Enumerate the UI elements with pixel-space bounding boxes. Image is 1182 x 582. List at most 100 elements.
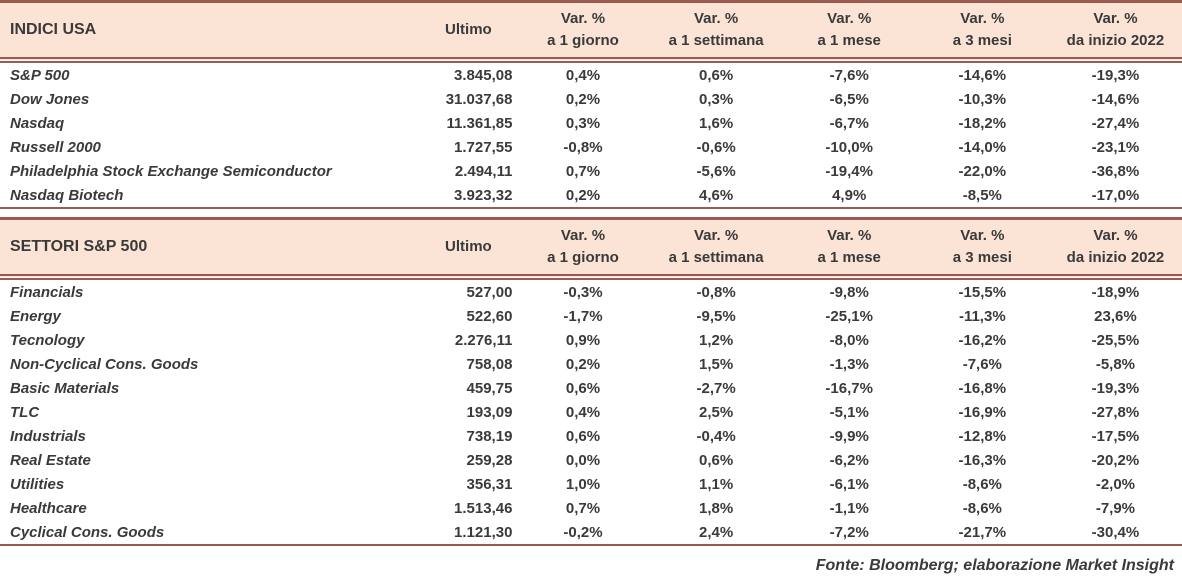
ultimo-value-cell: 356,31 [466,475,513,493]
var-label: Var. % [1093,10,1138,27]
var-percent-cell: -18,2% [958,114,1007,132]
table-row: Basic Materials 459,75 0,6% -2,7% -16,7% -16,… [0,376,1182,400]
var-percent-cell: 0,4% [565,66,601,84]
ultimo-value-cell: 2.276,11 [454,331,513,349]
var-percent-cell: -11,3% [958,307,1006,325]
var-percent-cell: 2,5% [698,403,734,421]
var-label: Var. % [827,10,872,27]
ultimo-value-cell: 3.923,32 [420,183,517,209]
table-row: Nasdaq 11.361,85 0,3% 1,6% -6,7% -18,2% -27,4% [0,111,1182,135]
var-percent-cell: -22,0% [958,162,1007,180]
period-label: a 1 giorno [547,249,619,266]
var-percent-cell: 0,3% [698,90,734,108]
ultimo-value-cell: 459,75 [466,379,513,397]
var-percent-cell: -8,6% [962,499,1002,517]
var-percent-cell: -0,2% [516,520,650,546]
var-percent-cell: -1,3% [829,355,869,373]
var-percent-cell: -14,6% [1091,90,1140,108]
var-percent-cell: 2,4% [649,520,783,546]
var-percent-cell: -14,0% [958,138,1007,156]
period-label: a 1 mese [817,249,881,266]
var-percent-cell: -7,2% [782,520,916,546]
var-percent-cell: 0,2% [565,90,601,108]
column-header-var-1-mese: Var. % a 1 mese [782,217,916,280]
var-percent-cell: -36,8% [1091,162,1140,180]
var-percent-cell: 0,3% [565,114,601,132]
var-percent-cell: -8,5% [915,183,1049,209]
var-percent-cell: -27,4% [1091,114,1140,132]
column-header-var-1-giorno: Var. % a 1 giorno [516,217,650,280]
var-percent-cell: -7,9% [1095,499,1136,517]
var-percent-cell: 1,0% [565,475,601,493]
var-percent-cell: 0,6% [698,66,734,84]
var-percent-cell: -25,5% [1091,331,1140,349]
var-percent-cell: 0,9% [565,331,601,349]
var-percent-cell: 0,6% [698,451,734,469]
column-header-var-1-settimana: Var. % a 1 settimana [649,217,783,280]
ultimo-value-cell: 193,09 [466,403,513,421]
period-label: a 1 settimana [668,32,764,49]
table-row: Cyclical Cons. Goods 1.121,30 -0,2% 2,4% -7,… [0,520,1182,546]
var-label: Var. % [560,10,606,27]
table-row: Nasdaq Biotech 3.923,32 0,2% 4,6% 4,9% -8,5% -… [0,183,1182,209]
row-name-cell: Utilities [10,475,65,493]
var-percent-cell: -5,6% [696,162,736,180]
row-name-cell: Basic Materials [10,379,120,397]
table-title-settori-sp500: SETTORI S&P 500 [0,217,421,280]
row-name-cell: Non-Cyclical Cons. Goods [10,355,199,373]
ultimo-value-cell: 2.494,11 [454,162,513,180]
table-title-indici-usa: INDICI USA [0,0,421,63]
indici-usa-header-row: INDICI USA Ultimo Var. % a 1 giorno Var.… [0,0,1182,63]
var-percent-cell: -19,3% [1091,66,1140,84]
var-percent-cell: -6,7% [829,114,869,132]
var-percent-cell: 1,2% [698,331,734,349]
row-name-cell: Industrials [10,427,86,445]
settori-sp500-header-row: SETTORI S&P 500 Ultimo Var. % a 1 giorno… [0,217,1182,280]
row-name-cell: Dow Jones [10,90,90,108]
period-label: a 1 giorno [547,32,619,49]
ultimo-value-cell: 1.121,30 [420,520,517,546]
ultimo-value-cell: 259,28 [466,451,513,469]
column-header-var-3-mesi: Var. % a 3 mesi [915,217,1049,280]
var-percent-cell: -8,0% [829,331,869,349]
row-name-cell: Energy [10,307,61,325]
var-percent-cell: 0,4% [565,403,601,421]
ultimo-value-cell: 1.513,46 [454,499,513,517]
settori-sp500-table: SETTORI S&P 500 Ultimo Var. % a 1 giorno… [0,217,1182,546]
row-name-cell: Russell 2000 [10,138,101,156]
period-label: a 3 mesi [952,249,1012,266]
var-percent-cell: -5,1% [829,403,869,421]
column-header-var-1-giorno: Var. % a 1 giorno [516,0,650,63]
ultimo-value-cell: 1.727,55 [454,138,513,156]
var-percent-cell: -6,1% [829,475,869,493]
var-percent-cell: 23,6% [1094,307,1137,325]
var-percent-cell: 0,6% [565,379,601,397]
column-header-var-inizio-2022: Var. % da inizio 2022 [1048,217,1182,280]
var-percent-cell: -21,7% [915,520,1049,546]
var-percent-cell: -19,3% [1091,379,1140,397]
var-percent-cell: -2,0% [1095,475,1136,493]
var-percent-cell: 0,2% [516,183,650,209]
column-header-ultimo: Ultimo [420,217,517,280]
var-percent-cell: -0,8% [563,138,603,156]
var-label: Var. % [1093,227,1138,244]
var-percent-cell: -16,9% [958,403,1007,421]
table-row: Industrials 738,19 0,6% -0,4% -9,9% -12,8% -17… [0,424,1182,448]
var-percent-cell: -30,4% [1048,520,1182,546]
var-percent-cell: -20,2% [1091,451,1140,469]
table-row: Healthcare 1.513,46 0,7% 1,8% -1,1% -8,6% -7,9… [0,496,1182,520]
var-percent-cell: -19,4% [825,162,873,180]
column-header-var-3-mesi: Var. % a 3 mesi [915,0,1049,63]
var-percent-cell: -16,8% [958,379,1007,397]
row-name-cell: Healthcare [10,499,87,517]
ultimo-value-cell: 3.845,08 [454,66,513,84]
var-percent-cell: -16,3% [958,451,1007,469]
var-percent-cell: -12,8% [958,427,1007,445]
var-percent-cell: -9,8% [829,283,869,301]
var-percent-cell: -17,5% [1091,427,1140,445]
var-percent-cell: -0,6% [696,138,736,156]
ultimo-value-cell: 758,08 [466,355,513,373]
row-name-cell: Nasdaq [10,114,65,132]
ultimo-value-cell: 31.037,68 [445,90,513,108]
